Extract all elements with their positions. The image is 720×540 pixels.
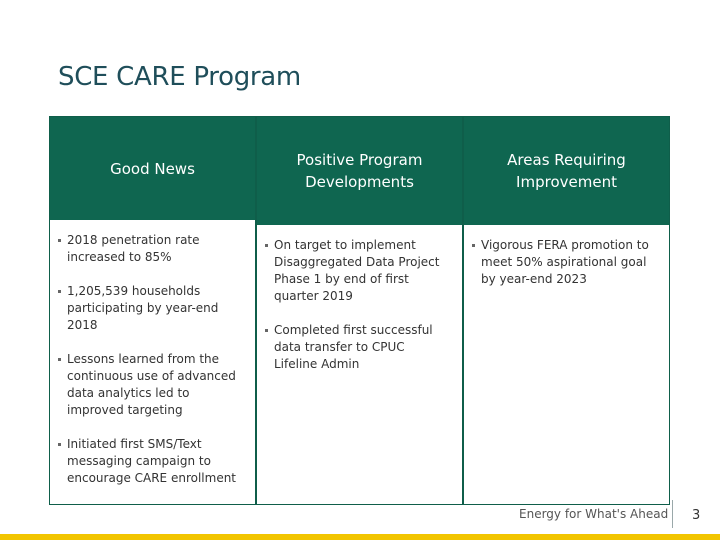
bullet-list: 2018 penetration rate increased to 85% 1… — [58, 232, 241, 487]
bullet-item: Completed first successful data transfer… — [265, 322, 448, 373]
column-heading: Positive Program Developments — [257, 117, 462, 225]
page-number: 3 — [692, 508, 701, 523]
bullet-list: On target to implement Disaggregated Dat… — [265, 237, 448, 373]
bullet-item: On target to implement Disaggregated Dat… — [265, 237, 448, 305]
bullet-item: 2018 penetration rate increased to 85% — [58, 232, 241, 266]
bullet-list: Vigorous FERA promotion to meet 50% aspi… — [472, 237, 655, 288]
column-heading: Good News — [50, 117, 255, 220]
bullet-item: Initiated first SMS/Text messaging campa… — [58, 436, 241, 487]
bullet-item: Lessons learned from the continuous use … — [58, 351, 241, 419]
column-good-news: Good News 2018 penetration rate increase… — [50, 117, 257, 504]
column-body: On target to implement Disaggregated Dat… — [257, 225, 462, 504]
column-heading: Areas Requiring Improvement — [464, 117, 669, 225]
footer-tagline: Energy for What's Ahead — [519, 507, 669, 521]
slide-title: SCE CARE Program — [58, 62, 301, 92]
bullet-item: Vigorous FERA promotion to meet 50% aspi… — [472, 237, 655, 288]
column-positive-developments: Positive Program Developments On target … — [257, 117, 464, 504]
bottom-accent-bar — [0, 534, 720, 540]
column-areas-improvement: Areas Requiring Improvement Vigorous FER… — [464, 117, 669, 504]
footer-divider — [672, 500, 673, 528]
three-column-table: Good News 2018 penetration rate increase… — [49, 116, 670, 505]
column-body: Vigorous FERA promotion to meet 50% aspi… — [464, 225, 669, 504]
bullet-item: 1,205,539 households participating by ye… — [58, 283, 241, 334]
column-body: 2018 penetration rate increased to 85% 1… — [50, 220, 255, 504]
